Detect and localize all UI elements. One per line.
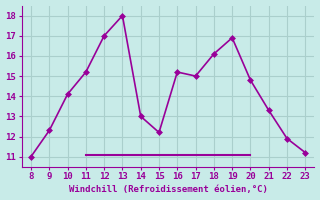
X-axis label: Windchill (Refroidissement éolien,°C): Windchill (Refroidissement éolien,°C) xyxy=(69,185,268,194)
